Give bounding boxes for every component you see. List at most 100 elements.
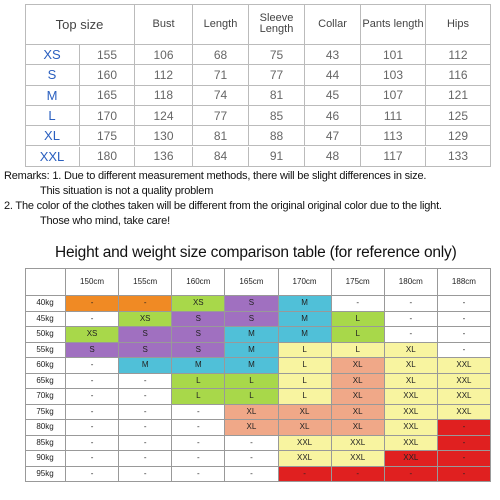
table-cell: 46 bbox=[305, 105, 361, 127]
size-cell: - bbox=[437, 311, 491, 327]
size-cell: S bbox=[225, 296, 279, 312]
size-cell: - bbox=[119, 373, 173, 389]
size-cell: XXL bbox=[278, 451, 332, 467]
weight-label: 70kg bbox=[25, 389, 66, 405]
size-cell: - bbox=[384, 296, 438, 312]
size-cell: XXL bbox=[384, 389, 438, 405]
size-cell: M bbox=[278, 327, 332, 343]
height-header: 165cm bbox=[225, 268, 279, 296]
size-cell: XL bbox=[331, 358, 385, 374]
table-cell: 175 bbox=[80, 126, 135, 147]
table-cell: 111 bbox=[361, 105, 426, 127]
weight-label: 60kg bbox=[25, 358, 66, 374]
size-cell: - bbox=[66, 311, 120, 327]
size-cell: XXL bbox=[384, 435, 438, 451]
size-cell: XXL bbox=[384, 451, 438, 467]
table-cell: 75 bbox=[249, 45, 305, 66]
comparison-grid-frame bbox=[25, 268, 491, 482]
size-cell: XXL bbox=[278, 435, 332, 451]
table-cell: 88 bbox=[249, 126, 305, 147]
size-label: XS bbox=[25, 45, 80, 66]
size-cell: - bbox=[225, 466, 279, 482]
table-cell: 71 bbox=[193, 65, 249, 86]
table-cell: 180 bbox=[80, 146, 135, 167]
size-cell: - bbox=[331, 466, 385, 482]
size-cell: - bbox=[66, 420, 120, 436]
table-cell: 106 bbox=[135, 45, 193, 66]
size-cell: - bbox=[66, 373, 120, 389]
size-cell: M bbox=[172, 358, 226, 374]
size-cell: XL bbox=[331, 404, 385, 420]
size-cell: S bbox=[225, 311, 279, 327]
size-cell: XL bbox=[331, 420, 385, 436]
comparison-title: Height and weight size comparison table … bbox=[55, 244, 457, 261]
size-cell: - bbox=[119, 420, 173, 436]
weight-label: 45kg bbox=[25, 311, 66, 327]
size-cell: M bbox=[278, 311, 332, 327]
table-cell: 91 bbox=[249, 146, 305, 167]
column-header: Pants length bbox=[361, 4, 426, 45]
size-cell: - bbox=[119, 435, 173, 451]
table-cell: 81 bbox=[193, 126, 249, 147]
height-header: 170cm bbox=[278, 268, 332, 296]
table-cell: 124 bbox=[135, 105, 193, 127]
table-cell: 84 bbox=[193, 146, 249, 167]
size-cell: - bbox=[384, 311, 438, 327]
remark: Those who mind, take care! bbox=[40, 215, 170, 227]
table-cell: 116 bbox=[426, 65, 491, 86]
table-cell: 101 bbox=[361, 45, 426, 66]
size-cell: - bbox=[278, 466, 332, 482]
table-cell: 160 bbox=[80, 65, 135, 86]
size-cell: XL bbox=[225, 404, 279, 420]
size-cell: - bbox=[437, 327, 491, 343]
size-cell: XS bbox=[66, 327, 120, 343]
size-cell: M bbox=[225, 327, 279, 343]
table-cell: 129 bbox=[426, 126, 491, 147]
column-header: Hips bbox=[426, 4, 491, 45]
size-cell: - bbox=[437, 435, 491, 451]
size-cell: XXL bbox=[384, 420, 438, 436]
table-cell: 81 bbox=[249, 85, 305, 106]
height-header: 160cm bbox=[172, 268, 226, 296]
column-header: Collar bbox=[305, 4, 361, 45]
size-cell: XL bbox=[331, 373, 385, 389]
size-cell: L bbox=[278, 389, 332, 405]
size-cell: - bbox=[172, 451, 226, 467]
column-header: Length bbox=[193, 4, 249, 45]
weight-label: 95kg bbox=[25, 466, 66, 482]
size-cell: L bbox=[225, 389, 279, 405]
size-cell: XL bbox=[384, 342, 438, 358]
size-cell: - bbox=[66, 466, 120, 482]
size-cell: - bbox=[66, 358, 120, 374]
size-cell: XXL bbox=[437, 404, 491, 420]
table-cell: 68 bbox=[193, 45, 249, 66]
size-cell: - bbox=[66, 389, 120, 405]
remark: Remarks: 1. Due to different measurement… bbox=[4, 170, 427, 182]
table-cell: 112 bbox=[135, 65, 193, 86]
size-cell: L bbox=[278, 342, 332, 358]
weight-label: 40kg bbox=[25, 296, 66, 312]
size-cell: XXL bbox=[437, 358, 491, 374]
size-cell: - bbox=[384, 466, 438, 482]
table-cell: 48 bbox=[305, 146, 361, 167]
size-cell: XL bbox=[225, 420, 279, 436]
table-cell: 77 bbox=[249, 65, 305, 86]
size-cell: L bbox=[278, 358, 332, 374]
table-cell: 155 bbox=[80, 45, 135, 66]
table-cell: 107 bbox=[361, 85, 426, 106]
table-cell: 103 bbox=[361, 65, 426, 86]
size-cell: - bbox=[66, 435, 120, 451]
table-cell: 113 bbox=[361, 126, 426, 147]
table-cell: 47 bbox=[305, 126, 361, 147]
weight-label: 85kg bbox=[25, 435, 66, 451]
height-header: 188cm bbox=[437, 268, 491, 296]
size-cell: - bbox=[66, 404, 120, 420]
size-cell: M bbox=[119, 358, 173, 374]
size-cell: S bbox=[119, 327, 173, 343]
size-cell: L bbox=[172, 389, 226, 405]
size-cell: XL bbox=[278, 420, 332, 436]
size-cell: - bbox=[437, 342, 491, 358]
table-cell: 136 bbox=[135, 146, 193, 167]
remark: 2. The color of the clothes taken will b… bbox=[4, 200, 442, 212]
size-cell: M bbox=[225, 342, 279, 358]
